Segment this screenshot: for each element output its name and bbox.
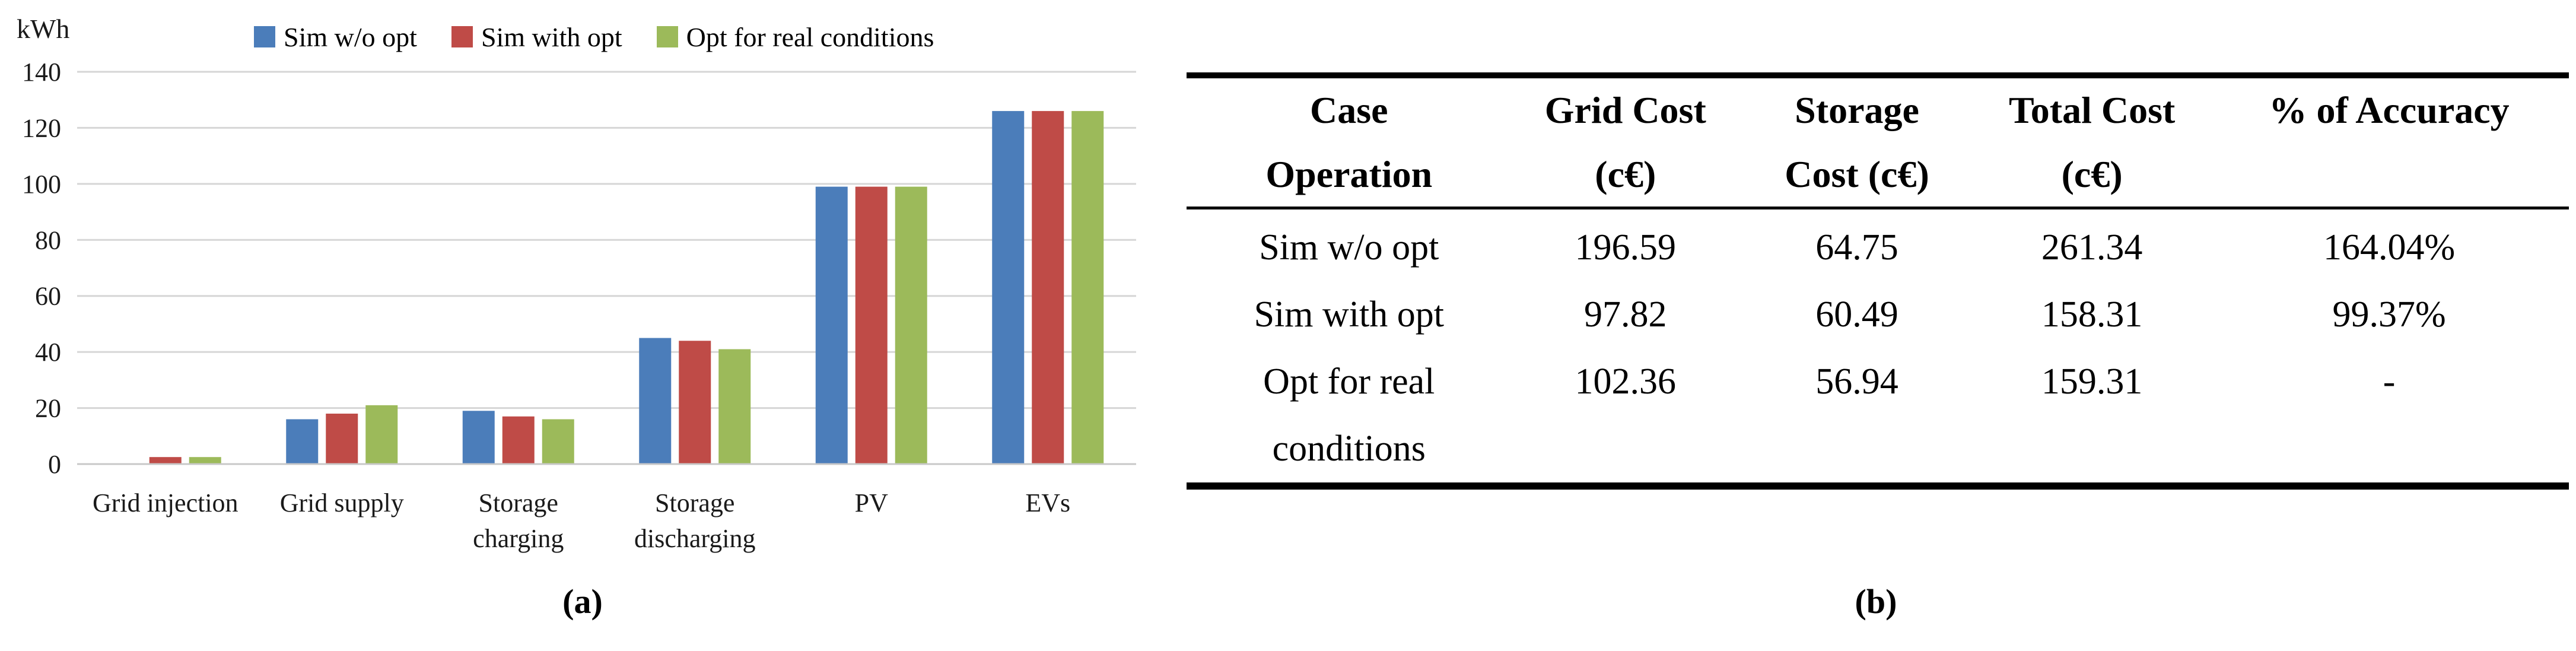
table-row: Sim w/o opt 196.59 64.75 261.34 164.04% (1187, 214, 2569, 281)
bar (149, 457, 182, 464)
cell-storage-cost: 64.75 (1815, 227, 1898, 268)
cell-accuracy: - (2383, 361, 2396, 402)
legend-swatch-icon (656, 26, 678, 47)
bar (502, 416, 535, 464)
bar (679, 341, 711, 464)
bar (462, 411, 495, 464)
category-label: Grid supply (280, 488, 404, 517)
bar (895, 186, 927, 464)
chart-legend: Sim w/o opt Sim with opt Opt for real cond… (254, 18, 934, 56)
bar (1071, 111, 1104, 465)
cell-case: Sim with opt (1254, 294, 1444, 335)
y-tick-label: 120 (22, 113, 61, 142)
y-tick-label: 40 (35, 338, 61, 367)
legend-item: Sim with opt (451, 21, 622, 53)
legend-item: Opt for real conditions (656, 21, 934, 53)
legend-item: Sim w/o opt (254, 21, 417, 53)
category-label: Storage (479, 488, 558, 517)
cell-total-cost: 159.31 (2041, 361, 2143, 402)
bar (855, 186, 888, 464)
y-tick-label: 80 (35, 226, 61, 255)
bar (365, 405, 398, 464)
bar (286, 419, 319, 464)
bar (1032, 111, 1064, 465)
table-header-row: Case Operation Grid Cost (c€) Storage Co… (1187, 78, 2569, 207)
table-body: Sim w/o opt 196.59 64.75 261.34 164.04% … (1187, 209, 2569, 482)
cell-storage-cost: 56.94 (1815, 361, 1898, 402)
category-label: EVs (1025, 488, 1070, 517)
bar (815, 186, 848, 464)
bar (189, 457, 221, 464)
col-header-total-cost: Total Cost (c€) (2008, 89, 2176, 195)
y-tick-label: 140 (22, 58, 61, 87)
y-axis-unit-label: kWh (17, 14, 70, 44)
table-bottom-rule (1187, 482, 2569, 490)
category-label: Storage (655, 488, 734, 517)
legend-label: Sim with opt (481, 21, 622, 52)
cost-table: Case Operation Grid Cost (c€) Storage Co… (1187, 72, 2569, 490)
caption-b: (b) (1855, 582, 1897, 621)
table-header-rule (1187, 207, 2569, 209)
cell-storage-cost: 60.49 (1815, 294, 1898, 335)
table-row: Sim with opt 97.82 60.49 158.31 99.37% (1187, 281, 2569, 348)
cell-total-cost: 158.31 (2041, 294, 2143, 335)
col-header-accuracy: % of Accuracy (2269, 89, 2510, 131)
category-label: Grid injection (93, 488, 238, 517)
table-row: Opt for real conditions 102.36 56.94 159… (1187, 348, 2569, 482)
y-tick-label: 0 (48, 450, 61, 479)
y-tick-label: 60 (35, 282, 61, 311)
legend-label: Opt for real conditions (686, 21, 934, 52)
bar (542, 419, 574, 464)
cell-grid-cost: 196.59 (1575, 227, 1677, 268)
col-header-grid-cost: Grid Cost (c€) (1544, 89, 1706, 195)
bar-chart-panel: kWh Sim w/o opt Sim with opt Opt for real … (0, 0, 1151, 651)
legend-swatch-icon (451, 26, 473, 47)
cell-grid-cost: 102.36 (1575, 361, 1677, 402)
caption-a: (a) (562, 582, 603, 621)
category-label: charging (473, 524, 564, 553)
cell-grid-cost: 97.82 (1584, 294, 1667, 335)
cell-accuracy: 164.04% (2323, 227, 2456, 268)
legend-swatch-icon (254, 26, 275, 47)
bar (718, 349, 751, 464)
col-header-storage-cost: Storage Cost (c€) (1785, 89, 1929, 195)
cell-case: Opt for real conditions (1263, 361, 1435, 469)
y-tick-label: 100 (22, 170, 61, 199)
cell-accuracy: 99.37% (2332, 294, 2446, 335)
cell-total-cost: 261.34 (2041, 227, 2143, 268)
category-label: discharging (634, 524, 756, 553)
table-top-rule (1187, 72, 2569, 78)
cell-case: Sim w/o opt (1259, 227, 1439, 268)
bar (326, 414, 358, 464)
y-tick-label: 20 (35, 394, 61, 423)
bar (992, 111, 1025, 465)
col-header-case: Case Operation (1265, 89, 1433, 195)
legend-label: Sim w/o opt (284, 21, 417, 52)
category-label: PV (855, 488, 888, 517)
bar-chart: 0 20 40 60 80 100 120 140 Grid injection Grid sup… (22, 58, 1136, 553)
bar (639, 338, 672, 464)
